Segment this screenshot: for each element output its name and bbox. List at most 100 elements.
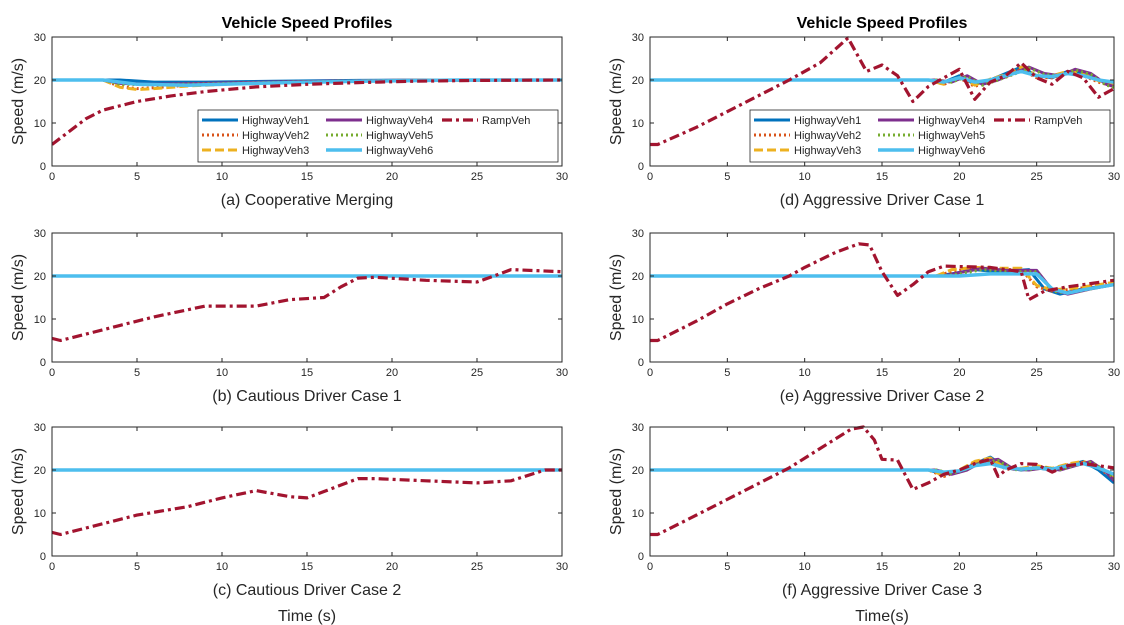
x-tick-label: 5: [134, 171, 140, 183]
y-tick-label: 30: [632, 228, 644, 240]
panel-1: 0 5 10 15 20 25 30 0 10 20 30 Speed (m/s) Vehicle Sp…: [608, 15, 1120, 209]
series-line-rampveh: [52, 268, 562, 343]
x-tick-label: 10: [799, 561, 811, 573]
panel-0: 0 5 10 15 20 25 30 0 10 20 30 Speed (m/s) Vehicle Sp…: [10, 15, 568, 209]
x-axis-label: Time(s): [855, 608, 909, 625]
x-tick-label: 10: [216, 171, 228, 183]
legend-label-rampveh: RampVeh: [482, 115, 530, 127]
y-axis-label: Speed (m/s): [10, 448, 27, 535]
y-tick-label: 10: [632, 508, 644, 520]
panel-4: 0 5 10 15 20 25 30 0 10 20 30 Speed (m/s) (c) Cautio…: [10, 422, 568, 625]
y-tick-label: 0: [638, 161, 644, 173]
y-tick-label: 30: [34, 32, 46, 44]
x-tick-label: 20: [386, 171, 398, 183]
x-tick-label: 5: [724, 367, 730, 379]
panel-caption: (b) Cautious Driver Case 1: [212, 388, 402, 405]
y-tick-label: 10: [34, 508, 46, 520]
chart-title: Vehicle Speed Profiles: [797, 15, 968, 32]
x-tick-label: 10: [799, 171, 811, 183]
y-tick-label: 30: [632, 422, 644, 434]
x-tick-label: 0: [647, 367, 653, 379]
x-tick-label: 20: [386, 561, 398, 573]
x-tick-label: 25: [1031, 171, 1043, 183]
series-line-rampveh: [52, 78, 562, 146]
x-tick-label: 5: [134, 561, 140, 573]
y-tick-label: 20: [632, 271, 644, 283]
legend: HighwayVeh1 HighwayVeh4 RampVeh HighwayVeh2…: [197, 109, 559, 163]
y-tick-label: 0: [40, 551, 46, 563]
y-tick-label: 20: [632, 465, 644, 477]
x-tick-label: 15: [301, 367, 313, 379]
y-tick-label: 10: [34, 314, 46, 326]
x-tick-label: 30: [1108, 561, 1120, 573]
x-tick-label: 15: [876, 171, 888, 183]
x-tick-label: 10: [216, 367, 228, 379]
x-tick-label: 0: [647, 561, 653, 573]
x-tick-label: 30: [1108, 171, 1120, 183]
x-tick-label: 0: [647, 171, 653, 183]
x-tick-label: 0: [49, 171, 55, 183]
legend-label-highwayveh1: HighwayVeh1: [794, 115, 861, 127]
legend-box: [749, 109, 1111, 163]
legend: HighwayVeh1 HighwayVeh4 RampVeh HighwayVeh2…: [749, 109, 1111, 163]
y-tick-label: 0: [40, 357, 46, 369]
panel-2: 0 5 10 15 20 25 30 0 10 20 30 Speed (m/s) (b) Cautio…: [10, 228, 568, 405]
legend-label-highwayveh5: HighwayVeh5: [918, 130, 985, 142]
x-tick-label: 5: [724, 171, 730, 183]
legend-label-highwayveh6: HighwayVeh6: [918, 145, 985, 157]
y-tick-label: 30: [34, 422, 46, 434]
y-tick-label: 20: [632, 75, 644, 87]
panel-caption: (a) Cooperative Merging: [221, 192, 394, 209]
legend-label-rampveh: RampVeh: [1034, 115, 1082, 127]
panel-5: 0 5 10 15 20 25 30 0 10 20 30 Speed (m/s) (f) Aggres…: [608, 422, 1120, 625]
x-tick-label: 25: [471, 171, 483, 183]
y-tick-label: 20: [34, 271, 46, 283]
y-axis-label: Speed (m/s): [608, 58, 625, 145]
legend-label-highwayveh3: HighwayVeh3: [794, 145, 861, 157]
legend-label-highwayveh3: HighwayVeh3: [242, 145, 309, 157]
x-tick-label: 15: [301, 171, 313, 183]
series-group: [650, 242, 1114, 343]
series-group: [650, 36, 1114, 147]
panel-caption: (f) Aggressive Driver Case 3: [782, 582, 982, 599]
plot-area: [650, 233, 1114, 362]
series-line-rampveh: [52, 468, 562, 537]
series-group: [52, 78, 562, 146]
legend-label-highwayveh6: HighwayVeh6: [366, 145, 433, 157]
x-tick-label: 10: [799, 367, 811, 379]
y-axis-label: Speed (m/s): [10, 254, 27, 341]
panel-caption: (e) Aggressive Driver Case 2: [780, 388, 985, 405]
x-tick-label: 30: [556, 171, 568, 183]
x-tick-label: 20: [953, 367, 965, 379]
legend-label-highwayveh4: HighwayVeh4: [918, 115, 985, 127]
x-tick-label: 25: [1031, 561, 1043, 573]
x-tick-label: 30: [556, 367, 568, 379]
legend-box: [197, 109, 559, 163]
x-tick-label: 0: [49, 561, 55, 573]
panel-caption: (d) Aggressive Driver Case 1: [780, 192, 985, 209]
chart-title: Vehicle Speed Profiles: [222, 15, 393, 32]
y-axis-label: Speed (m/s): [608, 254, 625, 341]
x-tick-label: 0: [49, 367, 55, 379]
y-tick-label: 0: [638, 551, 644, 563]
y-axis-label: Speed (m/s): [10, 58, 27, 145]
y-tick-label: 10: [632, 118, 644, 130]
legend-label-highwayveh1: HighwayVeh1: [242, 115, 309, 127]
x-axis-label: Time (s): [278, 608, 336, 625]
panel-3: 0 5 10 15 20 25 30 0 10 20 30 Speed (m/s) (e) Aggres…: [608, 228, 1120, 405]
series-line-rampveh: [650, 425, 1114, 537]
y-tick-label: 0: [638, 357, 644, 369]
series-group: [52, 268, 562, 343]
y-tick-label: 0: [40, 161, 46, 173]
x-tick-label: 25: [1031, 367, 1043, 379]
y-tick-label: 20: [34, 465, 46, 477]
y-tick-label: 30: [632, 32, 644, 44]
x-tick-label: 30: [1108, 367, 1120, 379]
legend-label-highwayveh2: HighwayVeh2: [794, 130, 861, 142]
series-group: [650, 425, 1114, 537]
y-tick-label: 10: [632, 314, 644, 326]
x-tick-label: 15: [301, 561, 313, 573]
series-group: [52, 468, 562, 537]
x-tick-label: 5: [724, 561, 730, 573]
